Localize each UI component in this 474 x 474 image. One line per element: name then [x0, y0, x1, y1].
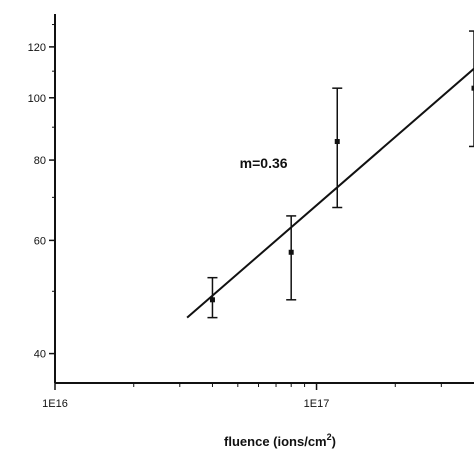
axes	[54, 14, 474, 384]
data-point	[209, 297, 215, 303]
slope-annotation: m=0.36	[240, 155, 288, 171]
y-tick-label: 120	[28, 42, 46, 54]
y-tick-label: 100	[28, 93, 46, 105]
fit-line-group	[186, 67, 474, 319]
x-axis-title-close: )	[332, 434, 336, 449]
y-axis-ticks: 40 60 80 100 120	[28, 24, 55, 361]
x-axis-title-superscript: 2	[327, 432, 332, 442]
x-tick-label: 1E16	[42, 398, 68, 410]
x-axis-title-text: fluence (ions/cm	[224, 434, 327, 449]
data-point	[334, 139, 340, 145]
x-axis-title: fluence (ions/cm2)	[224, 432, 336, 449]
data-points	[209, 85, 474, 303]
data-point	[288, 249, 294, 255]
fit-line	[186, 67, 474, 319]
y-tick-label: 40	[34, 349, 46, 361]
y-tick-label: 80	[34, 155, 46, 167]
x-axis-ticks: 1E16 1E17	[42, 383, 442, 410]
x-tick-label: 1E17	[304, 398, 330, 410]
error-bars	[207, 30, 474, 319]
data-point	[471, 85, 474, 91]
y-tick-label: 60	[34, 235, 46, 247]
